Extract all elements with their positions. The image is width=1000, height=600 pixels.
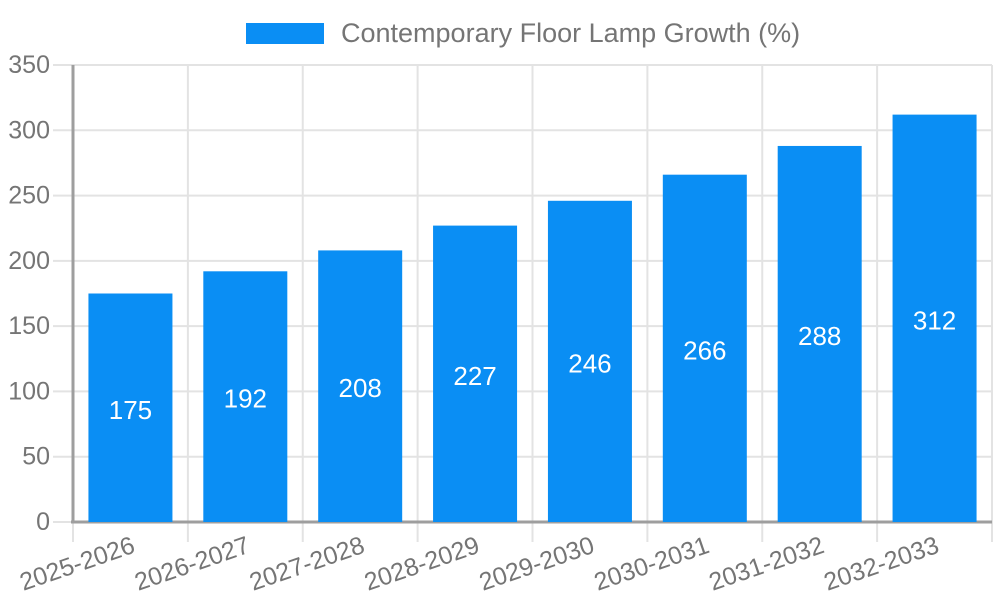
bar-value-label: 192	[224, 384, 267, 414]
bar-value-label: 227	[453, 361, 496, 391]
y-tick-label: 200	[8, 247, 50, 275]
bar	[777, 145, 862, 522]
bar	[433, 225, 518, 523]
bar-value-label: 288	[798, 321, 841, 351]
y-tick-label: 0	[36, 508, 50, 536]
x-tick-label: 2031-2032	[705, 531, 827, 596]
x-tick-label: 2032-2033	[820, 531, 942, 596]
y-tick-label: 350	[8, 51, 50, 79]
bar	[662, 174, 747, 522]
bar	[88, 293, 173, 522]
x-tick-label: 2029-2030	[476, 531, 598, 596]
y-tick-label: 150	[8, 312, 50, 340]
x-tick-label: 2030-2031	[591, 531, 713, 596]
legend-swatch	[246, 23, 324, 44]
bar	[892, 114, 977, 523]
bar-value-label: 266	[683, 335, 726, 365]
bar	[318, 250, 403, 522]
x-tick-label: 2028-2029	[361, 531, 483, 596]
x-tick-label: 2027-2028	[246, 531, 368, 596]
x-tick-label: 2025-2026	[16, 531, 138, 596]
legend: Contemporary Floor Lamp Growth (%)	[246, 18, 800, 49]
bar	[547, 200, 632, 522]
y-tick-label: 300	[8, 116, 50, 144]
x-tick-label: 2026-2027	[131, 531, 253, 596]
bar-value-label: 175	[109, 395, 152, 425]
y-tick-label: 100	[8, 377, 50, 405]
y-tick-label: 250	[8, 182, 50, 210]
bar-value-label: 312	[913, 305, 956, 335]
y-tick-label: 50	[22, 443, 50, 471]
legend-label: Contemporary Floor Lamp Growth (%)	[341, 18, 801, 48]
bar-value-label: 246	[568, 348, 611, 378]
bar-value-label: 208	[338, 373, 381, 403]
bar	[203, 271, 288, 522]
